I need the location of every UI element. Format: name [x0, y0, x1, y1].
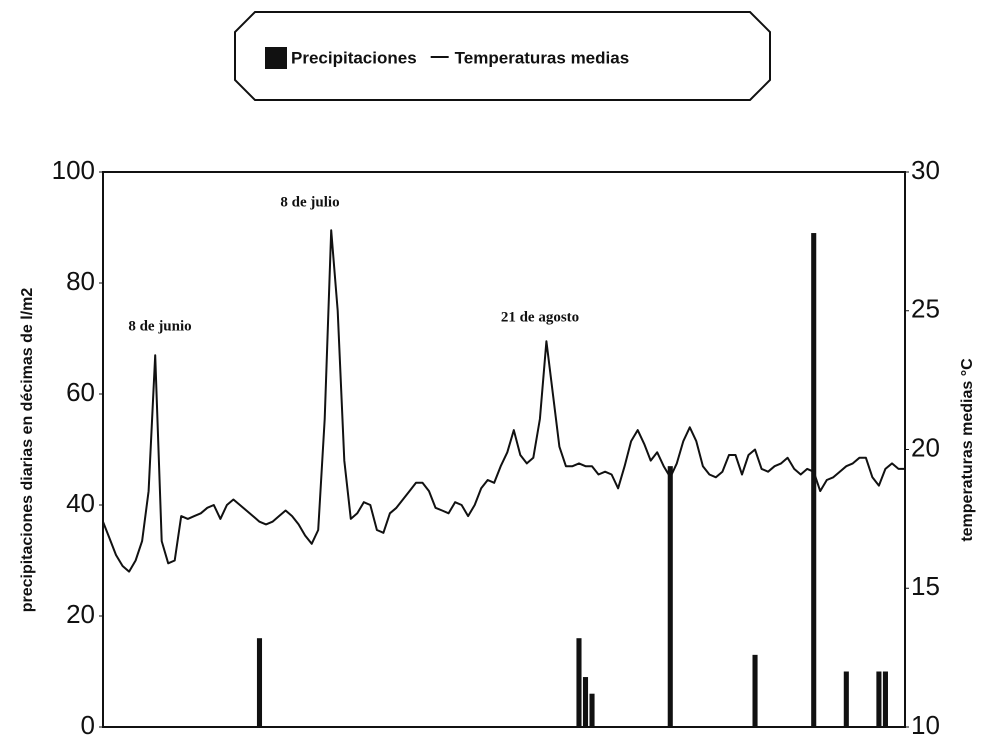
bar	[843, 671, 849, 727]
legend-label: Temperaturas medias	[455, 48, 629, 67]
bar	[256, 638, 263, 727]
y2-tick-label: 20	[911, 432, 940, 462]
legend-swatch	[265, 47, 287, 69]
annotation: 8 de julio	[280, 194, 339, 210]
y-tick-label: 0	[81, 710, 95, 740]
bar	[876, 671, 882, 727]
bar	[811, 233, 817, 728]
y-tick-label: 40	[66, 488, 95, 518]
annotation: 21 de agosto	[501, 309, 579, 325]
y-tick-label: 60	[66, 377, 95, 407]
y-tick-label: 80	[66, 266, 95, 296]
legend-label: Precipitaciones	[291, 48, 417, 67]
bar	[752, 654, 758, 727]
bar	[882, 671, 888, 727]
temperature-line	[102, 229, 905, 573]
bar	[582, 677, 589, 727]
y-tick-label: 20	[66, 599, 95, 629]
bar	[589, 693, 595, 727]
bar	[667, 466, 673, 727]
y2-tick-label: 30	[911, 155, 940, 185]
y-axis-label: precipitaciones diarias en décimas de l/…	[19, 288, 36, 613]
bar	[576, 638, 582, 727]
annotation: 8 de junio	[128, 318, 191, 334]
y2-tick-label: 15	[911, 571, 940, 601]
legend-box	[234, 11, 771, 101]
y2-tick-label: 25	[911, 294, 940, 324]
y2-tick-label: 10	[911, 710, 940, 740]
y-tick-label: 100	[52, 155, 95, 185]
y2-axis-label: temperaturas medias °C	[959, 358, 976, 542]
plot-frame	[102, 171, 906, 728]
